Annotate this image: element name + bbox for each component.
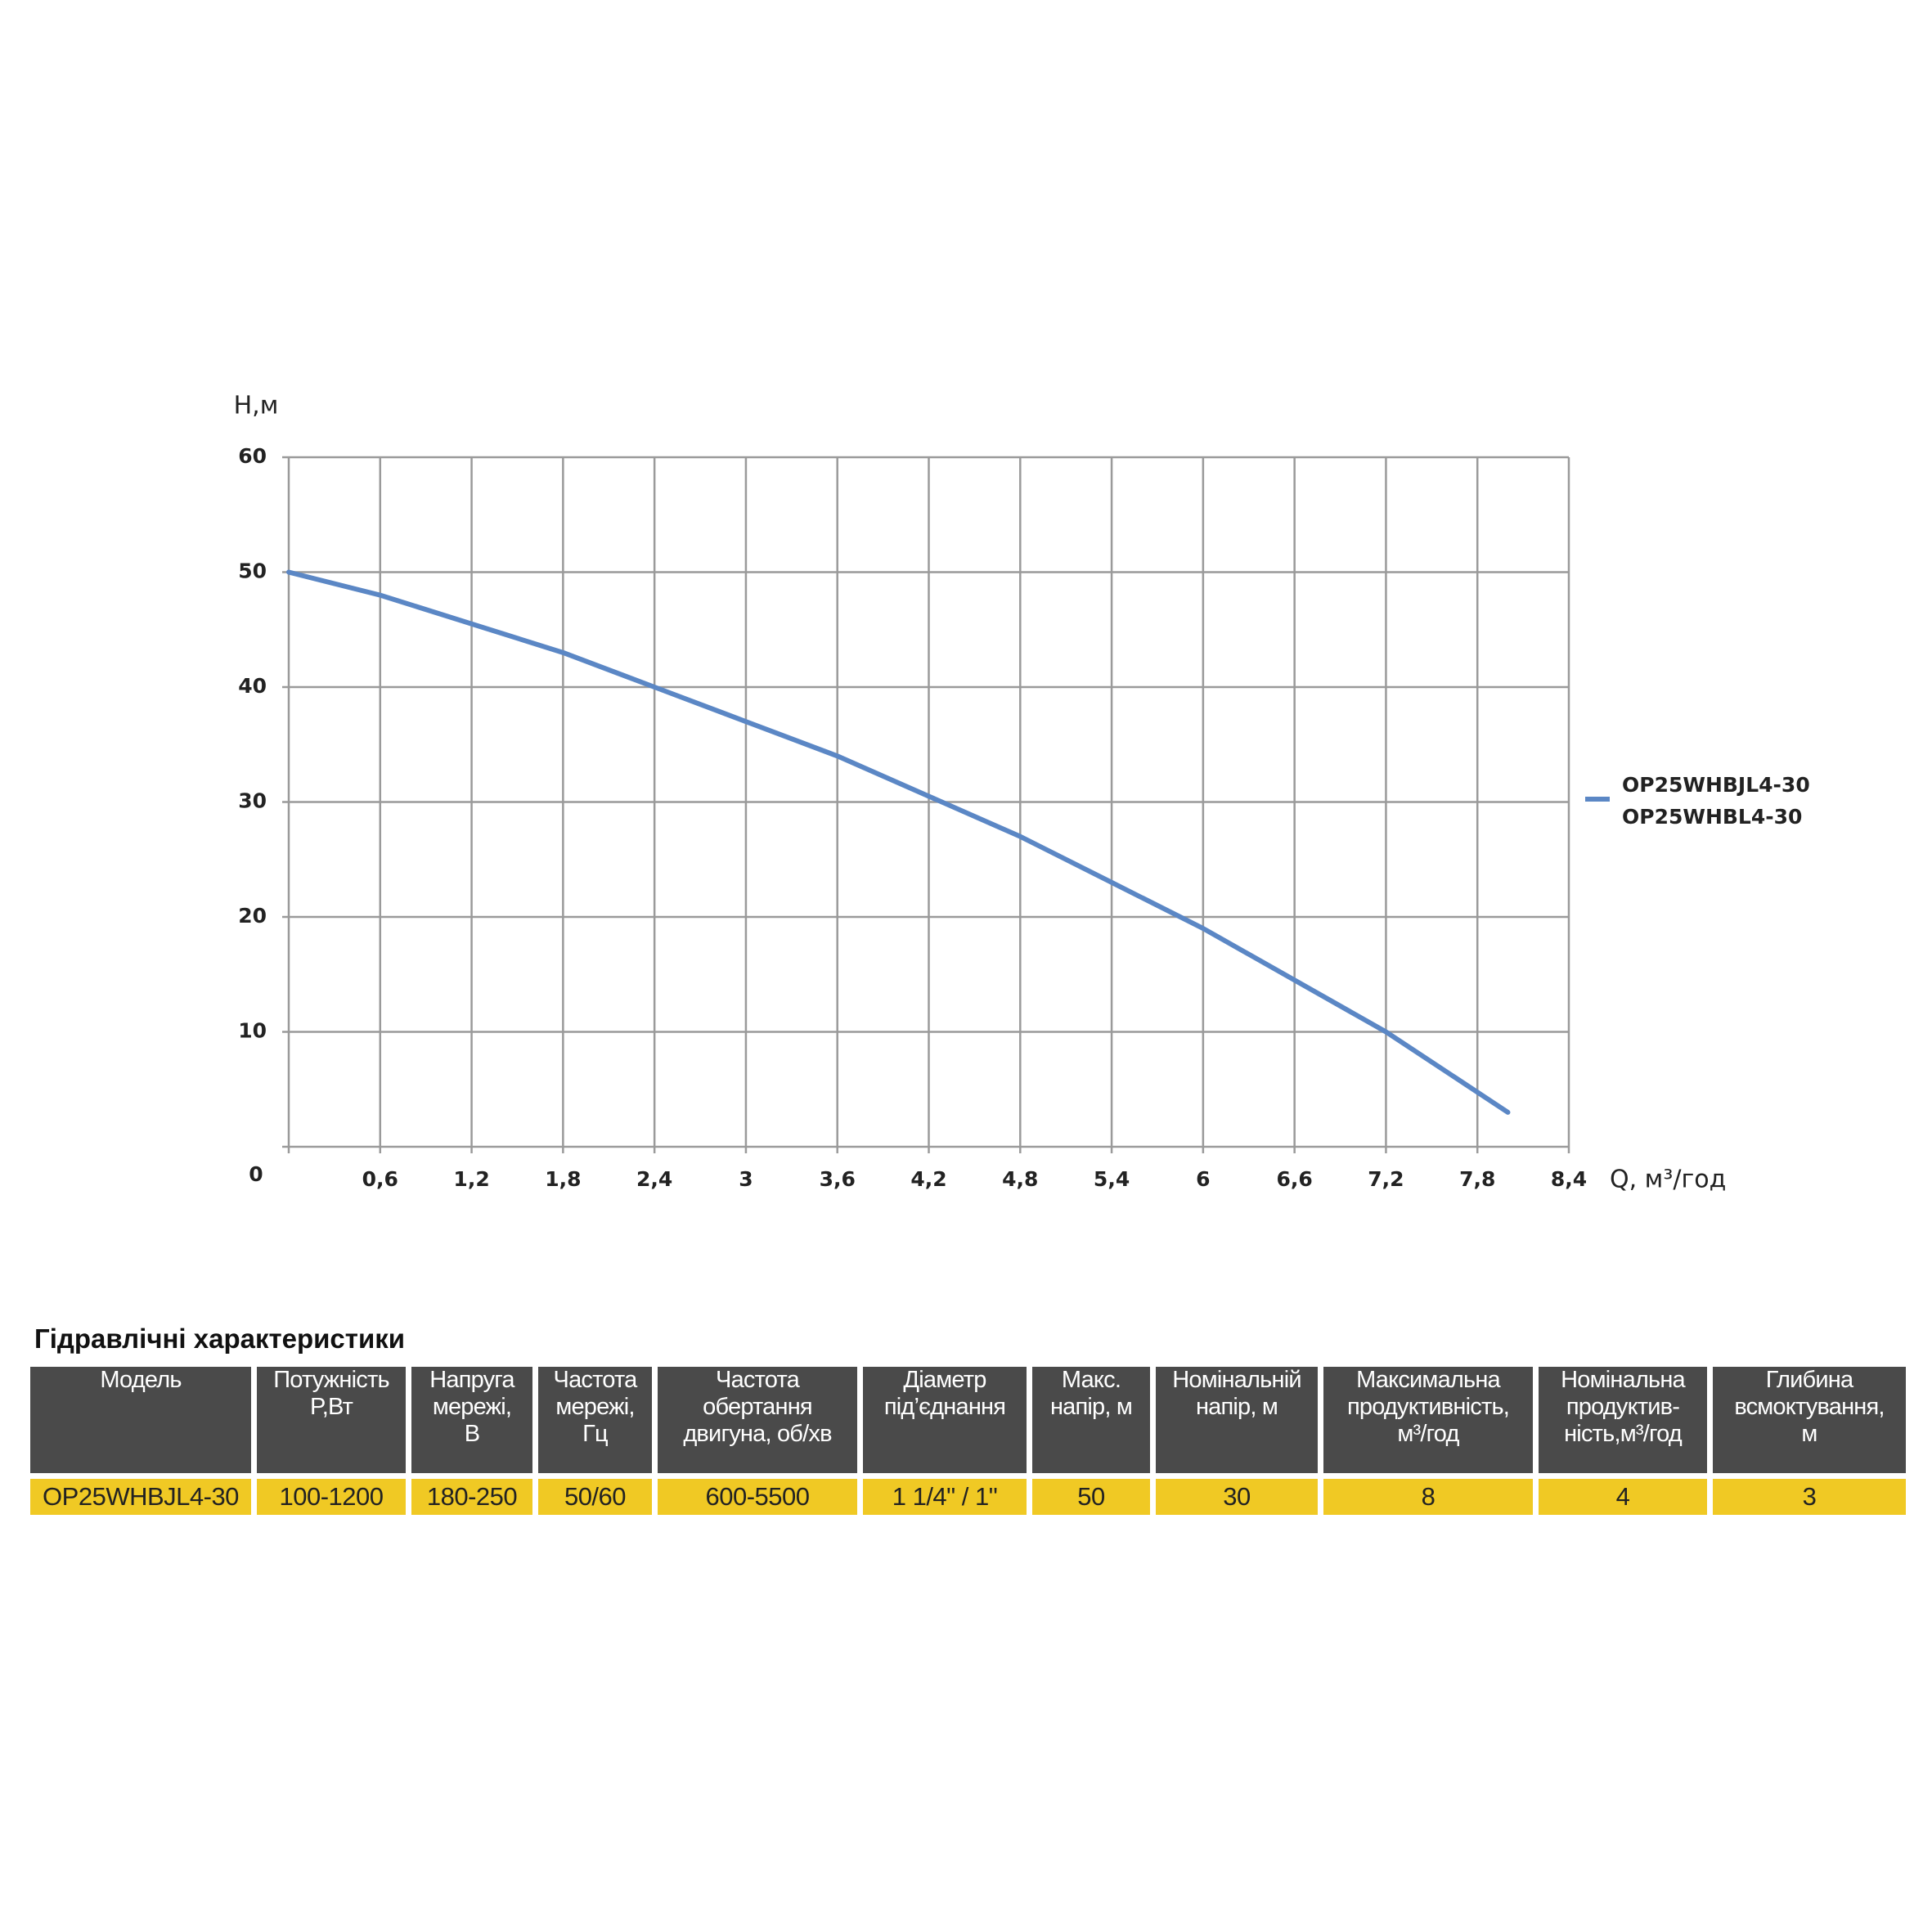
x-tick-label: 2,4 [636, 1167, 672, 1191]
x-tick-label: 0,6 [362, 1167, 398, 1191]
header-cell: Частота обертання двигуна, об/хв [658, 1367, 857, 1473]
header-cell: Максимальна продуктивність, м³/год [1323, 1367, 1533, 1473]
table-cell: 50/60 [538, 1479, 652, 1515]
table-cell: 50 [1032, 1479, 1150, 1515]
header-cell: Номінальна продуктив- ність,м³/год [1539, 1367, 1707, 1473]
x-tick-label: 5,4 [1094, 1167, 1130, 1191]
table-body: OP25WHBJL4-30 100-1200 180-250 50/60 600-550… [30, 1479, 1906, 1515]
x-tick-label: 0 [249, 1162, 263, 1186]
table-title: Гідравлічні характеристики [34, 1323, 406, 1354]
header-cell: Частота мережі, Гц [538, 1367, 652, 1473]
spec-table: Модель Потужність P,Вт Напруга мережі, В Ча… [25, 1361, 1912, 1521]
header-cell: Напруга мережі, В [411, 1367, 532, 1473]
legend-label: OP25WHBJL4-30 OP25WHBL4-30 [1622, 773, 1810, 829]
table-row: OP25WHBJL4-30 100-1200 180-250 50/60 600-550… [30, 1479, 1906, 1515]
table-cell: 100-1200 [257, 1479, 406, 1515]
x-axis-label: Q, м³/год [1610, 1166, 1726, 1194]
y-tick-label: 40 [238, 674, 267, 698]
y-tick-label: 50 [238, 559, 267, 583]
x-tick-label: 6,6 [1276, 1167, 1312, 1191]
series-line [286, 569, 1511, 1115]
header-cell: Макс. напір, м [1032, 1367, 1150, 1473]
table-cell: 180-250 [411, 1479, 532, 1515]
table-cell: 4 [1539, 1479, 1707, 1515]
x-tick-label: 7,8 [1459, 1167, 1495, 1191]
header-cell: Номінальній напір, м [1156, 1367, 1318, 1473]
table-cell: 30 [1156, 1479, 1318, 1515]
x-tick-label: 6 [1196, 1167, 1210, 1191]
x-tick-label: 7,2 [1368, 1167, 1404, 1191]
header-cell: Глибина всмоктування, м [1713, 1367, 1906, 1473]
x-tick-label: 4,8 [1002, 1167, 1038, 1191]
chart: H,м Q, м³/год 10 20 30 40 50 60 0 0,6 1,2 1,8 2,4 3… [234, 392, 1727, 1194]
x-tick-label: 3 [739, 1167, 753, 1191]
y-tick-label: 20 [238, 904, 267, 928]
y-tick-label: 10 [238, 1019, 267, 1043]
header-cell: Діаметр під’єднання [863, 1367, 1027, 1473]
header-cell: Потужність P,Вт [257, 1367, 406, 1473]
table-cell: 3 [1713, 1479, 1906, 1515]
y-tick-label: 30 [238, 789, 267, 813]
header-row: Модель Потужність P,Вт Напруга мережі, В Ча… [30, 1367, 1906, 1473]
header-cell: Модель [30, 1367, 251, 1473]
y-axis-label: H,м [234, 392, 279, 420]
table-cell: 1 1/4" / 1" [863, 1479, 1027, 1515]
table-cell: OP25WHBJL4-30 [30, 1479, 251, 1515]
table-cell: 8 [1323, 1479, 1533, 1515]
table-cell: 600-5500 [658, 1479, 857, 1515]
x-tick-label: 1,2 [453, 1167, 489, 1191]
x-tick-label: 1,8 [545, 1167, 581, 1191]
x-tick-label: 4,2 [910, 1167, 946, 1191]
x-tick-label: 8,4 [1551, 1167, 1587, 1191]
x-tick-label: 3,6 [820, 1167, 856, 1191]
y-tick-label: 60 [238, 444, 267, 468]
